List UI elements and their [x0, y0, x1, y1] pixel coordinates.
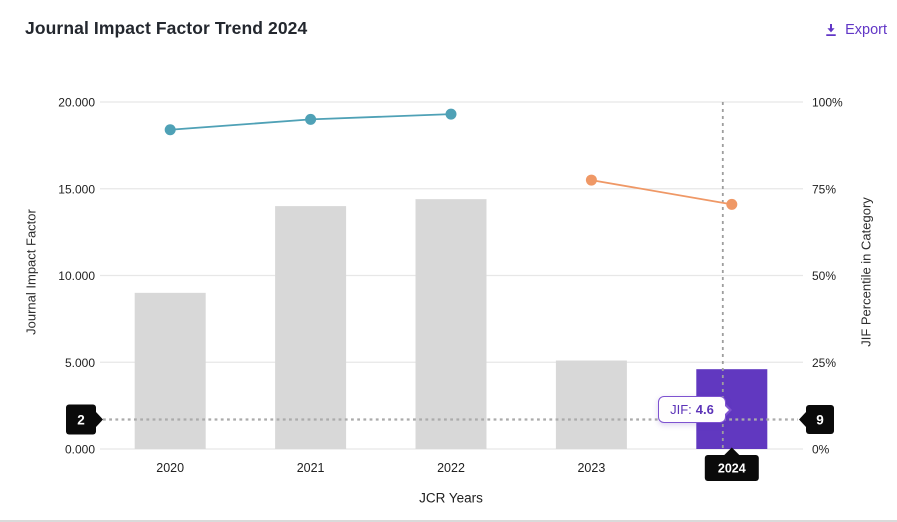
percentile-line-2	[591, 179, 732, 206]
bar-2023[interactable]	[555, 360, 627, 449]
bar-2021[interactable]	[275, 206, 347, 449]
download-icon	[826, 23, 836, 36]
x-axis-title: JCR Years	[419, 490, 483, 506]
left-tick-label: 20.000	[58, 96, 95, 110]
right-tick-label: 75%	[812, 182, 836, 196]
left-tick-label: 0.000	[65, 443, 95, 457]
export-label: Export	[845, 22, 887, 38]
percentile-point[interactable]	[445, 108, 457, 120]
x-tick-label-2022[interactable]: 2022	[437, 461, 465, 475]
left-tick-label: 5.000	[65, 356, 95, 370]
percentile-point[interactable]	[305, 113, 317, 125]
left-tick-label: 10.000	[58, 269, 95, 283]
left-marker-value: 2	[77, 413, 85, 428]
percentile-point[interactable]	[585, 174, 597, 186]
right-marker-value: 9	[816, 413, 824, 428]
bar-2020[interactable]	[134, 292, 206, 449]
x-tick-label-2024: 2024	[718, 462, 746, 476]
left-marker-arrow	[96, 412, 103, 428]
x-tick-label-2020[interactable]: 2020	[156, 461, 184, 475]
left-marker-badge	[66, 404, 96, 435]
jif-tooltip-value: 4.6	[695, 402, 714, 417]
bar-2022[interactable]	[415, 199, 487, 449]
export-button[interactable]: Export	[820, 20, 891, 40]
percentile-point[interactable]	[164, 124, 176, 136]
page-title: Journal Impact Factor Trend 2024	[25, 18, 308, 38]
percentile-point[interactable]	[726, 198, 738, 210]
right-marker-badge	[806, 405, 834, 435]
right-tick-label: 0%	[812, 443, 830, 457]
left-axis-title: Journal Impact Factor	[23, 209, 39, 335]
selected-year-pointer	[723, 447, 740, 456]
selected-year-pill[interactable]	[704, 455, 759, 481]
right-tick-label: 50%	[812, 269, 836, 283]
right-tick-label: 25%	[812, 356, 836, 370]
right-tick-label: 100%	[812, 96, 843, 110]
x-tick-label-2021[interactable]: 2021	[297, 461, 325, 475]
x-tick-label-2023[interactable]: 2023	[577, 461, 605, 475]
left-tick-label: 15.000	[58, 182, 95, 196]
right-marker-arrow	[799, 412, 806, 428]
jif-tooltip-label: JIF:	[670, 402, 692, 417]
jif-tooltip: JIF: 4.6	[658, 396, 732, 423]
right-axis-title: JIF Percentile in Category	[858, 197, 874, 347]
